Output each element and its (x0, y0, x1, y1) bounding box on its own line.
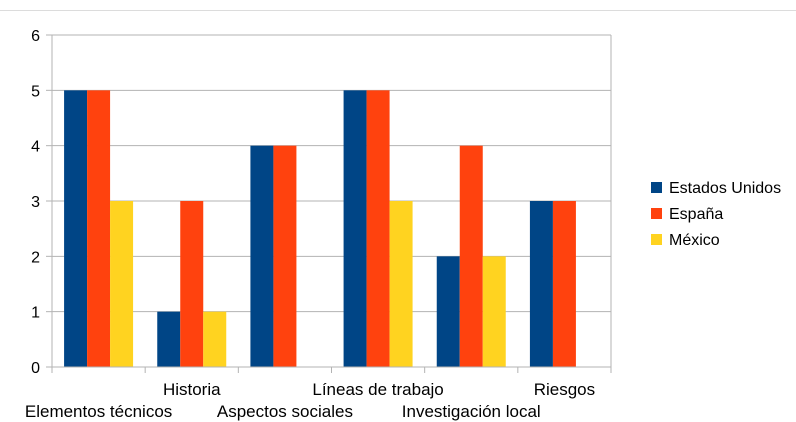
bar-españa-4 (459, 145, 483, 367)
bar-españa-3 (366, 90, 390, 367)
y-tick-label: 1 (31, 305, 40, 322)
bar-méxico-0 (110, 201, 134, 367)
y-tick-label: 4 (31, 139, 40, 156)
bar-estados-unidos-5 (529, 201, 553, 367)
bar-estados-unidos-0 (64, 90, 88, 367)
y-axis: 0 1 2 3 4 5 6 (31, 28, 612, 377)
x-category-label: Aspectos sociales (217, 402, 353, 421)
legend-swatch (651, 208, 662, 219)
x-category-label: Líneas de trabajo (312, 380, 443, 399)
bar-españa-2 (273, 145, 297, 367)
x-category-label: Historia (163, 380, 221, 399)
legend-swatch (651, 182, 662, 193)
x-category-label: Investigación local (402, 402, 541, 421)
bar-españa-0 (87, 90, 111, 367)
y-tick-label: 2 (31, 249, 40, 266)
bar-méxico-1 (203, 311, 227, 367)
bar-méxico-4 (482, 256, 506, 367)
legend: Estados Unidos España México (651, 180, 781, 249)
bar-estados-unidos-1 (157, 311, 181, 367)
bars (64, 90, 576, 367)
y-tick-label: 0 (31, 360, 40, 377)
top-divider (0, 10, 796, 11)
y-tick-label: 5 (31, 83, 40, 100)
legend-label: México (669, 232, 720, 249)
y-tick-label: 6 (31, 28, 40, 45)
x-axis: Elementos técnicos Historia Aspectos socia… (25, 366, 612, 421)
x-category-label: Elementos técnicos (25, 402, 172, 421)
bar-españa-1 (180, 201, 204, 367)
x-category-label: Riesgos (534, 380, 595, 399)
bar-españa-5 (552, 201, 576, 367)
bar-méxico-3 (389, 201, 413, 367)
legend-swatch (651, 234, 662, 245)
legend-label: España (669, 206, 723, 223)
legend-label: Estados Unidos (669, 180, 781, 197)
bar-estados-unidos-3 (343, 90, 367, 367)
bar-estados-unidos-4 (436, 256, 460, 367)
y-tick-label: 3 (31, 194, 40, 211)
gridlines (52, 34, 611, 368)
bar-estados-unidos-2 (250, 145, 274, 367)
